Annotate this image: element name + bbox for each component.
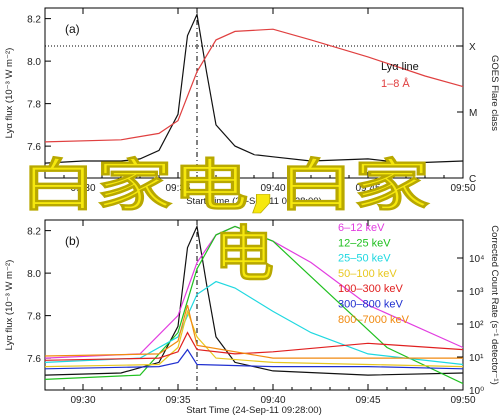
series-line-b-5 xyxy=(44,331,464,361)
series-line-b-7 xyxy=(44,304,463,359)
legend-item: 300–800 keV xyxy=(338,299,403,311)
panel-b-right-label: Corrected Count Rate (s⁻¹ detector⁻¹) xyxy=(489,225,500,384)
right-tick-label: X xyxy=(469,42,476,53)
legend-item: 50–100 keV xyxy=(338,268,397,280)
panel-a-right-label: GOES Flare class xyxy=(489,55,500,131)
series-line-b-6 xyxy=(44,348,464,370)
x-tick-label: 09:50 xyxy=(450,183,475,194)
right-tick-label: 10⁴ xyxy=(469,254,484,265)
panel-a-ylabel: Lyα flux (10⁻³ W m⁻²) xyxy=(4,48,15,139)
y-tick-label: 8.0 xyxy=(27,269,41,280)
x-tick-label: 09:35 xyxy=(165,395,190,406)
right-tick-label: 10¹ xyxy=(469,353,484,364)
panel-a-plot-frame xyxy=(44,7,464,179)
y-tick-label: 8.0 xyxy=(27,57,41,68)
right-tick-label: 10³ xyxy=(469,287,484,298)
x-tick-label: 09:40 xyxy=(260,395,285,406)
watermark-line-1: 白家电,白家 xyxy=(20,154,430,219)
y-tick-label: 8.2 xyxy=(27,15,41,26)
panel-b-xlabel: Start Time (24-Sep-11 09:28:00) xyxy=(186,405,322,416)
x-tick-label: 09:50 xyxy=(450,395,475,406)
panel-a-xlabel: Start Time (24-Sep-11 09:28:00) xyxy=(186,196,322,207)
legend-item: Lyα line xyxy=(381,61,419,73)
series-line-a-0 xyxy=(44,12,464,164)
panel-b-label: (b) xyxy=(65,234,80,248)
legend-item: 12–25 keV xyxy=(338,237,391,249)
y-tick-label: 8.2 xyxy=(27,227,41,238)
y-tick-label: 7.6 xyxy=(27,354,41,365)
x-tick-label: 09:40 xyxy=(260,183,285,194)
y-tick-label: 7.8 xyxy=(27,312,41,323)
watermark-line-2: 电 xyxy=(214,220,274,290)
series-line-b-3 xyxy=(44,280,464,366)
panel-b-ylabel: Lyα flux (10⁻³ W m⁻²) xyxy=(4,260,15,351)
series-line-a-1 xyxy=(44,28,464,143)
y-tick-label: 7.6 xyxy=(27,142,41,153)
legend-item: 100–300 keV xyxy=(338,283,403,295)
legend-item: 6–12 keV xyxy=(338,222,385,234)
panel-a: (a) Lyα flux (10⁻³ W m⁻²) GOES Flare cla… xyxy=(4,7,500,207)
panel-a-label: (a) xyxy=(65,22,80,36)
right-tick-label: 10⁰ xyxy=(469,386,484,397)
right-tick-label: 10² xyxy=(469,320,484,331)
panel-b: (b) Lyα flux (10⁻³ W m⁻²) Corrected Coun… xyxy=(4,219,500,416)
right-tick-label: C xyxy=(469,174,476,185)
legend-item: 25–50 keV xyxy=(338,253,391,265)
right-tick-label: M xyxy=(469,108,477,119)
watermark-overlay: 白家电,白家 电 xyxy=(20,154,431,291)
x-tick-label: 09:35 xyxy=(165,183,190,194)
legend-item: 800–7000 keV xyxy=(338,314,410,326)
x-tick-label: 09:45 xyxy=(355,183,380,194)
x-tick-label: 09:30 xyxy=(70,183,95,194)
x-tick-label: 09:45 xyxy=(355,395,380,406)
series-line-b-4 xyxy=(44,309,464,368)
y-tick-label: 7.8 xyxy=(27,100,41,111)
x-tick-label: 09:30 xyxy=(70,395,95,406)
legend-item: 1–8 Å xyxy=(381,77,410,90)
